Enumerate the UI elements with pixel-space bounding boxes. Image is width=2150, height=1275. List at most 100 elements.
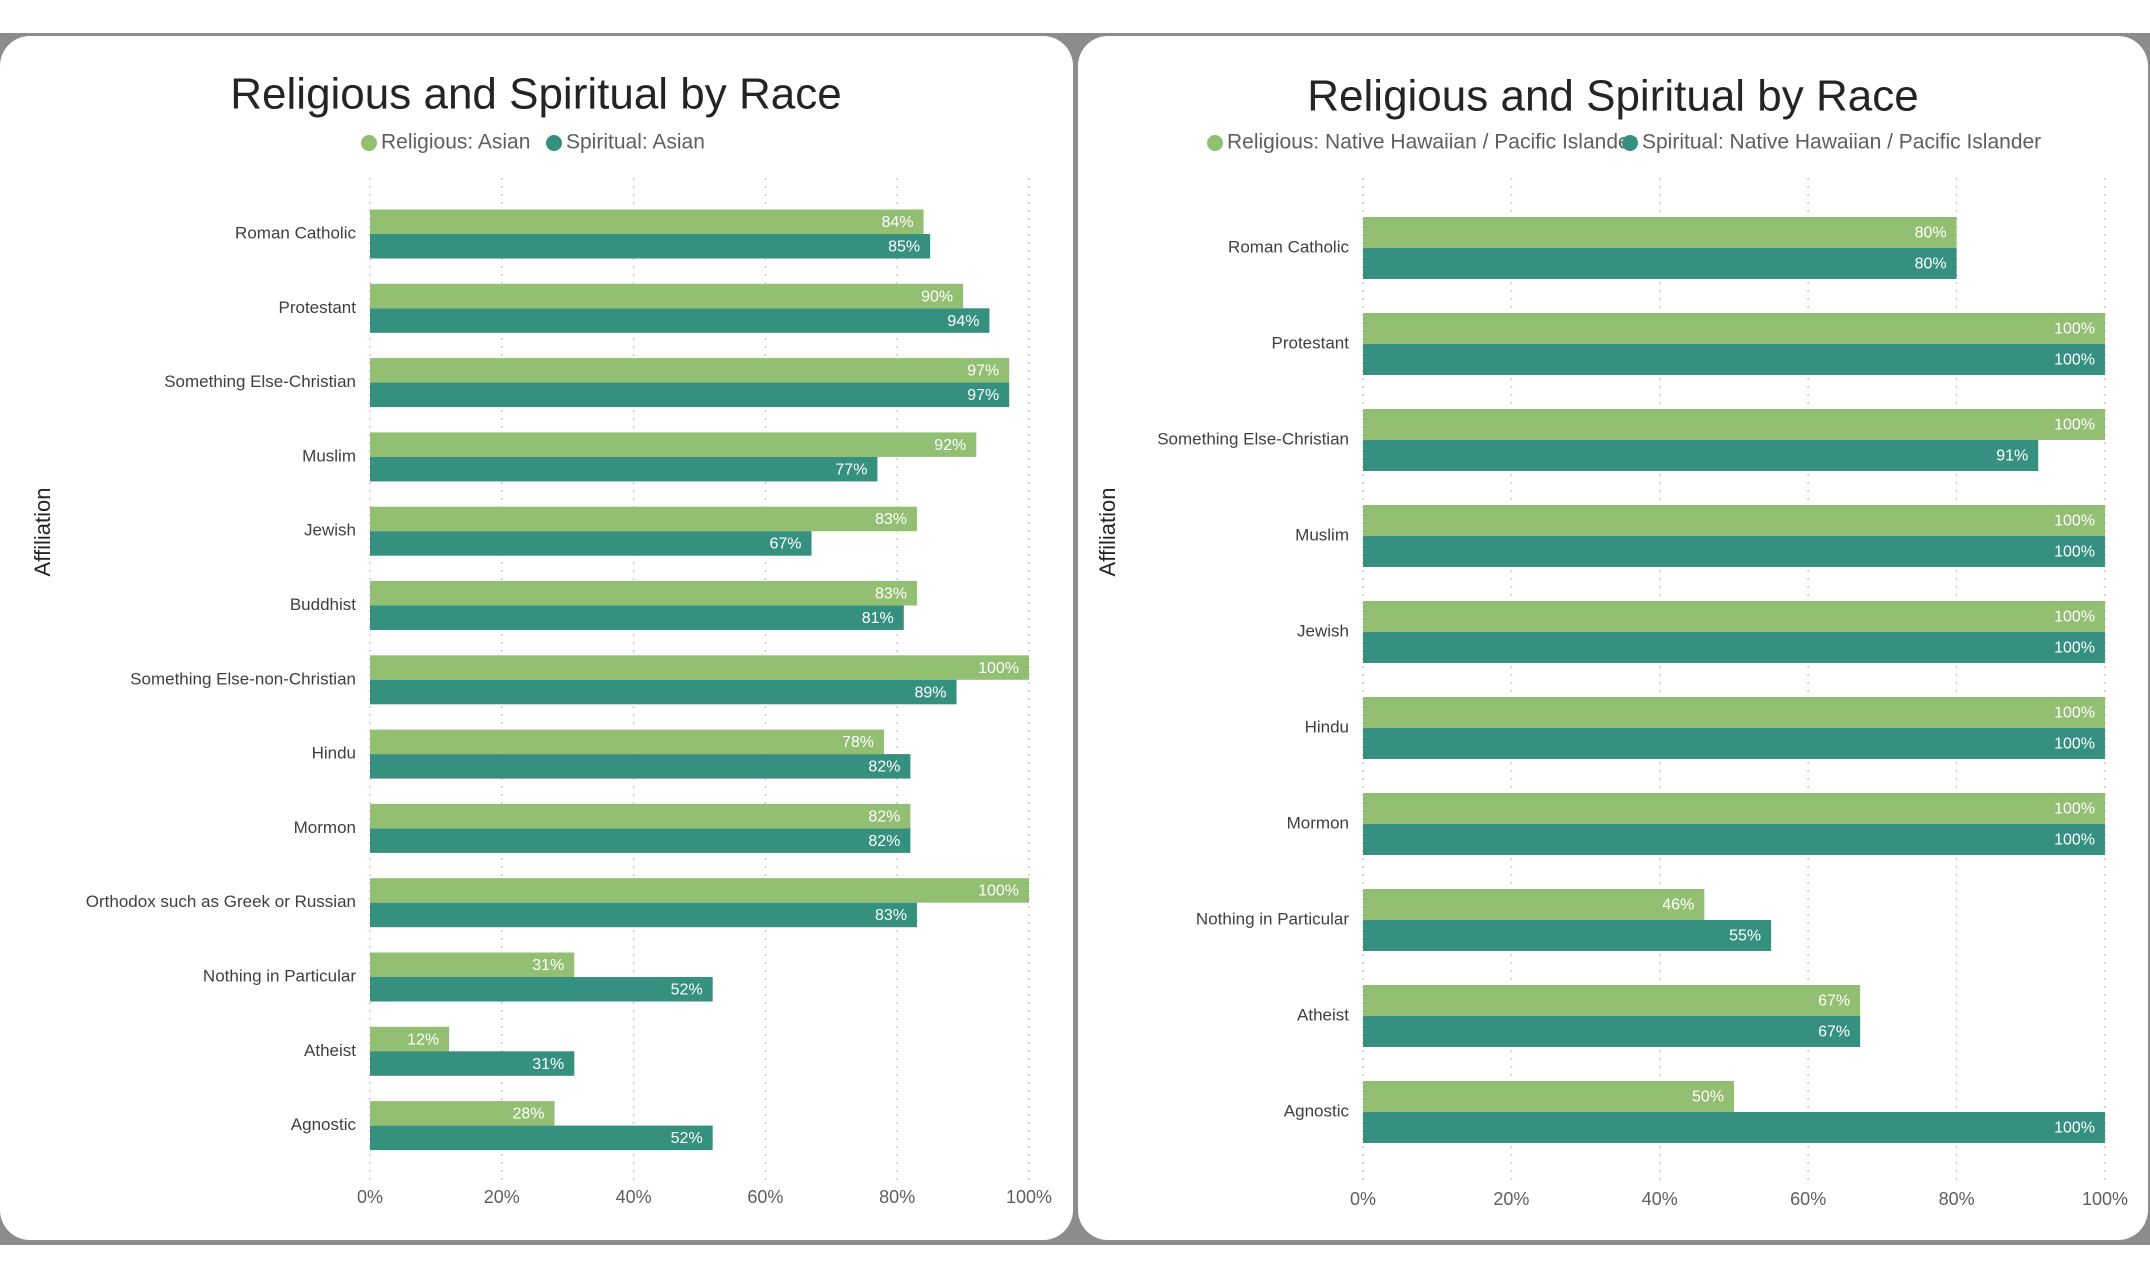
chart-panel-asian[interactable]: Religious and Spiritual by Race Religiou… — [0, 36, 1073, 1240]
value-label-spiritual: 100% — [2054, 352, 2095, 369]
legend-label-spiritual[interactable]: Spiritual: Asian — [566, 131, 705, 154]
category-label: Something Else-Christian — [1157, 429, 1349, 448]
value-label-spiritual: 100% — [2054, 544, 2095, 561]
bar-religious[interactable] — [1363, 697, 2105, 728]
bar-spiritual[interactable] — [1363, 824, 2105, 855]
chart-panel-nhpi[interactable]: Religious and Spiritual by Race Religiou… — [1078, 36, 2148, 1240]
bar-religious[interactable] — [370, 209, 924, 235]
category-labels: Roman Catholic Protestant Something Else-C… — [1157, 237, 1349, 1120]
bar-spiritual[interactable] — [1363, 920, 1772, 951]
value-label-religious: 80% — [1915, 225, 1947, 242]
category-label: Hindu — [312, 744, 356, 763]
bar-religious[interactable] — [370, 952, 575, 978]
legend-label-religious[interactable]: Religious: Asian — [381, 131, 530, 154]
value-label-spiritual: 83% — [875, 907, 907, 924]
bar-spiritual[interactable] — [370, 1125, 713, 1151]
bar-religious[interactable] — [370, 655, 1029, 680]
bar-chart-asian: Religious and Spiritual by Race Religiou… — [30, 70, 1052, 1207]
y-axis-title: Affiliation — [1095, 488, 1120, 577]
bar-religious[interactable] — [370, 432, 977, 457]
bar-religious[interactable] — [1363, 505, 2105, 536]
value-label-spiritual: 82% — [868, 759, 900, 776]
value-label-spiritual: 85% — [888, 238, 920, 255]
bar-religious[interactable] — [370, 729, 885, 755]
bar-religious[interactable] — [370, 581, 917, 606]
value-label-spiritual: 89% — [914, 684, 946, 701]
value-label-spiritual: 94% — [947, 313, 979, 330]
value-label-spiritual: 82% — [868, 833, 900, 850]
bar-spiritual[interactable] — [370, 977, 713, 1002]
bar-spiritual[interactable] — [1363, 1016, 1861, 1047]
category-label: Protestant — [279, 298, 357, 317]
bar-spiritual[interactable] — [370, 308, 990, 333]
x-tick-label: 60% — [747, 1187, 783, 1207]
bar-spiritual[interactable] — [370, 531, 812, 556]
value-label-religious: 83% — [875, 511, 907, 528]
bar-religious[interactable] — [1363, 889, 1705, 920]
value-label-religious: 84% — [882, 214, 914, 231]
value-label-spiritual: 100% — [2054, 640, 2095, 657]
x-tick-label: 80% — [879, 1187, 915, 1207]
bar-spiritual[interactable] — [1363, 536, 2105, 567]
bar-spiritual[interactable] — [1363, 440, 2039, 471]
category-label: Orthodox such as Greek or Russian — [86, 892, 356, 911]
value-label-religious: 100% — [2054, 705, 2095, 722]
bar-religious[interactable] — [370, 283, 964, 309]
bar-spiritual[interactable] — [1363, 248, 1957, 279]
bar-spiritual[interactable] — [1363, 344, 2105, 375]
value-label-religious: 83% — [875, 585, 907, 602]
bar-religious[interactable] — [370, 1101, 555, 1126]
x-tick-label: 20% — [484, 1187, 520, 1207]
bar-spiritual[interactable] — [370, 382, 1010, 408]
x-tick-label: 40% — [1642, 1189, 1678, 1209]
legend-label-spiritual[interactable]: Spiritual: Native Hawaiian / Pacific Isl… — [1642, 131, 2041, 154]
value-label-religious: 100% — [2054, 513, 2095, 530]
bar-spiritual[interactable] — [370, 754, 911, 779]
category-label: Jewish — [1297, 621, 1349, 640]
bar-religious[interactable] — [1363, 409, 2105, 440]
bar-religious[interactable] — [1363, 217, 1957, 248]
category-label: Roman Catholic — [235, 223, 356, 242]
value-label-spiritual: 81% — [862, 610, 894, 627]
bar-religious[interactable] — [370, 878, 1029, 903]
bar-spiritual[interactable] — [1363, 632, 2105, 663]
category-label: Protestant — [1272, 333, 1350, 352]
value-label-religious: 46% — [1662, 897, 1694, 914]
value-label-spiritual: 77% — [835, 461, 867, 478]
value-label-spiritual: 91% — [1996, 448, 2028, 465]
bar-religious[interactable] — [1363, 601, 2105, 632]
bar-religious[interactable] — [1363, 793, 2105, 824]
value-label-religious: 92% — [934, 437, 966, 454]
bar-religious[interactable] — [1363, 985, 1861, 1016]
bar-spiritual[interactable] — [370, 234, 931, 259]
bar-spiritual[interactable] — [370, 456, 878, 482]
category-label: Nothing in Particular — [1196, 909, 1349, 928]
value-label-religious: 90% — [921, 288, 953, 305]
value-label-religious: 31% — [532, 957, 564, 974]
category-label: Hindu — [1305, 717, 1349, 736]
bar-religious[interactable] — [1363, 313, 2105, 344]
x-tick-label: 40% — [616, 1187, 652, 1207]
legend-marker-religious — [361, 135, 377, 151]
bar-religious[interactable] — [370, 803, 911, 829]
bar-religious[interactable] — [370, 506, 917, 532]
value-label-spiritual: 80% — [1915, 256, 1947, 273]
bar-spiritual[interactable] — [370, 828, 911, 853]
legend-label-religious[interactable]: Religious: Native Hawaiian / Pacific Isl… — [1227, 131, 1637, 154]
value-label-religious: 100% — [978, 883, 1019, 900]
category-label: Atheist — [304, 1041, 356, 1060]
bar-spiritual[interactable] — [370, 1051, 575, 1076]
value-label-religious: 100% — [2054, 609, 2095, 626]
bar-spiritual[interactable] — [370, 679, 957, 705]
bar-religious[interactable] — [370, 358, 1010, 383]
value-label-spiritual: 100% — [2054, 736, 2095, 753]
bar-spiritual[interactable] — [1363, 1112, 2105, 1143]
category-label: Atheist — [1297, 1005, 1349, 1024]
value-label-religious: 100% — [2054, 321, 2095, 338]
bar-religious[interactable] — [1363, 1081, 1734, 1112]
x-tick-label: 0% — [357, 1187, 383, 1207]
bar-spiritual[interactable] — [370, 605, 904, 631]
bar-spiritual[interactable] — [370, 902, 917, 928]
bar-spiritual[interactable] — [1363, 728, 2105, 759]
bar-religious[interactable] — [370, 1026, 450, 1052]
